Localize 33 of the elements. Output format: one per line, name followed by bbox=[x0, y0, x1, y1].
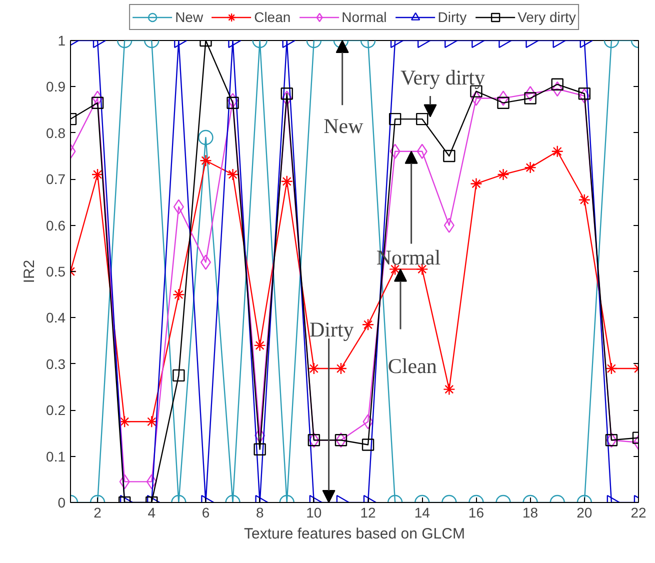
y-tick-label: 0.8 bbox=[46, 124, 66, 141]
x-tick-label: 16 bbox=[468, 504, 484, 520]
x-tick-label: 12 bbox=[360, 504, 376, 520]
y-tick-label: 0.1 bbox=[46, 448, 66, 464]
y-tick-label: 0.5 bbox=[46, 264, 66, 280]
y-tick-label: 0 bbox=[58, 494, 66, 510]
legend-label: New bbox=[175, 9, 204, 25]
x-tick-label: 20 bbox=[576, 504, 592, 520]
x-tick-label: 6 bbox=[202, 504, 210, 520]
annotation: Very dirty bbox=[400, 65, 486, 90]
annotation: New bbox=[324, 114, 364, 138]
x-tick-label: 18 bbox=[522, 504, 538, 520]
y-tick-label: 0.3 bbox=[46, 356, 66, 372]
x-tick-label: 14 bbox=[414, 504, 430, 520]
y-tick-label: 0.9 bbox=[46, 78, 66, 95]
x-tick-label: 4 bbox=[148, 504, 156, 520]
x-tick-label: 10 bbox=[306, 504, 322, 520]
legend-label: Very dirty bbox=[518, 9, 576, 25]
legend-label: Normal bbox=[342, 9, 387, 25]
y-tick-label: 0.7 bbox=[46, 171, 66, 188]
x-tick-label: 8 bbox=[256, 504, 264, 520]
annotation: Dirty bbox=[309, 317, 354, 342]
y-tick-label: 0.6 bbox=[46, 217, 66, 234]
legend-label: Dirty bbox=[438, 9, 467, 25]
y-tick-label: 0.2 bbox=[46, 402, 66, 418]
y-tick-label: 1 bbox=[58, 32, 66, 48]
annotation: Clean bbox=[388, 354, 438, 378]
x-axis-title: Texture features based on GLCM bbox=[244, 526, 465, 542]
legend-label: Clean bbox=[254, 9, 291, 25]
y-tick-label: 0.4 bbox=[46, 310, 66, 326]
x-tick-label: 2 bbox=[94, 504, 102, 520]
x-tick-label: 22 bbox=[630, 504, 646, 520]
y-axis-title: IR2 bbox=[21, 260, 38, 284]
